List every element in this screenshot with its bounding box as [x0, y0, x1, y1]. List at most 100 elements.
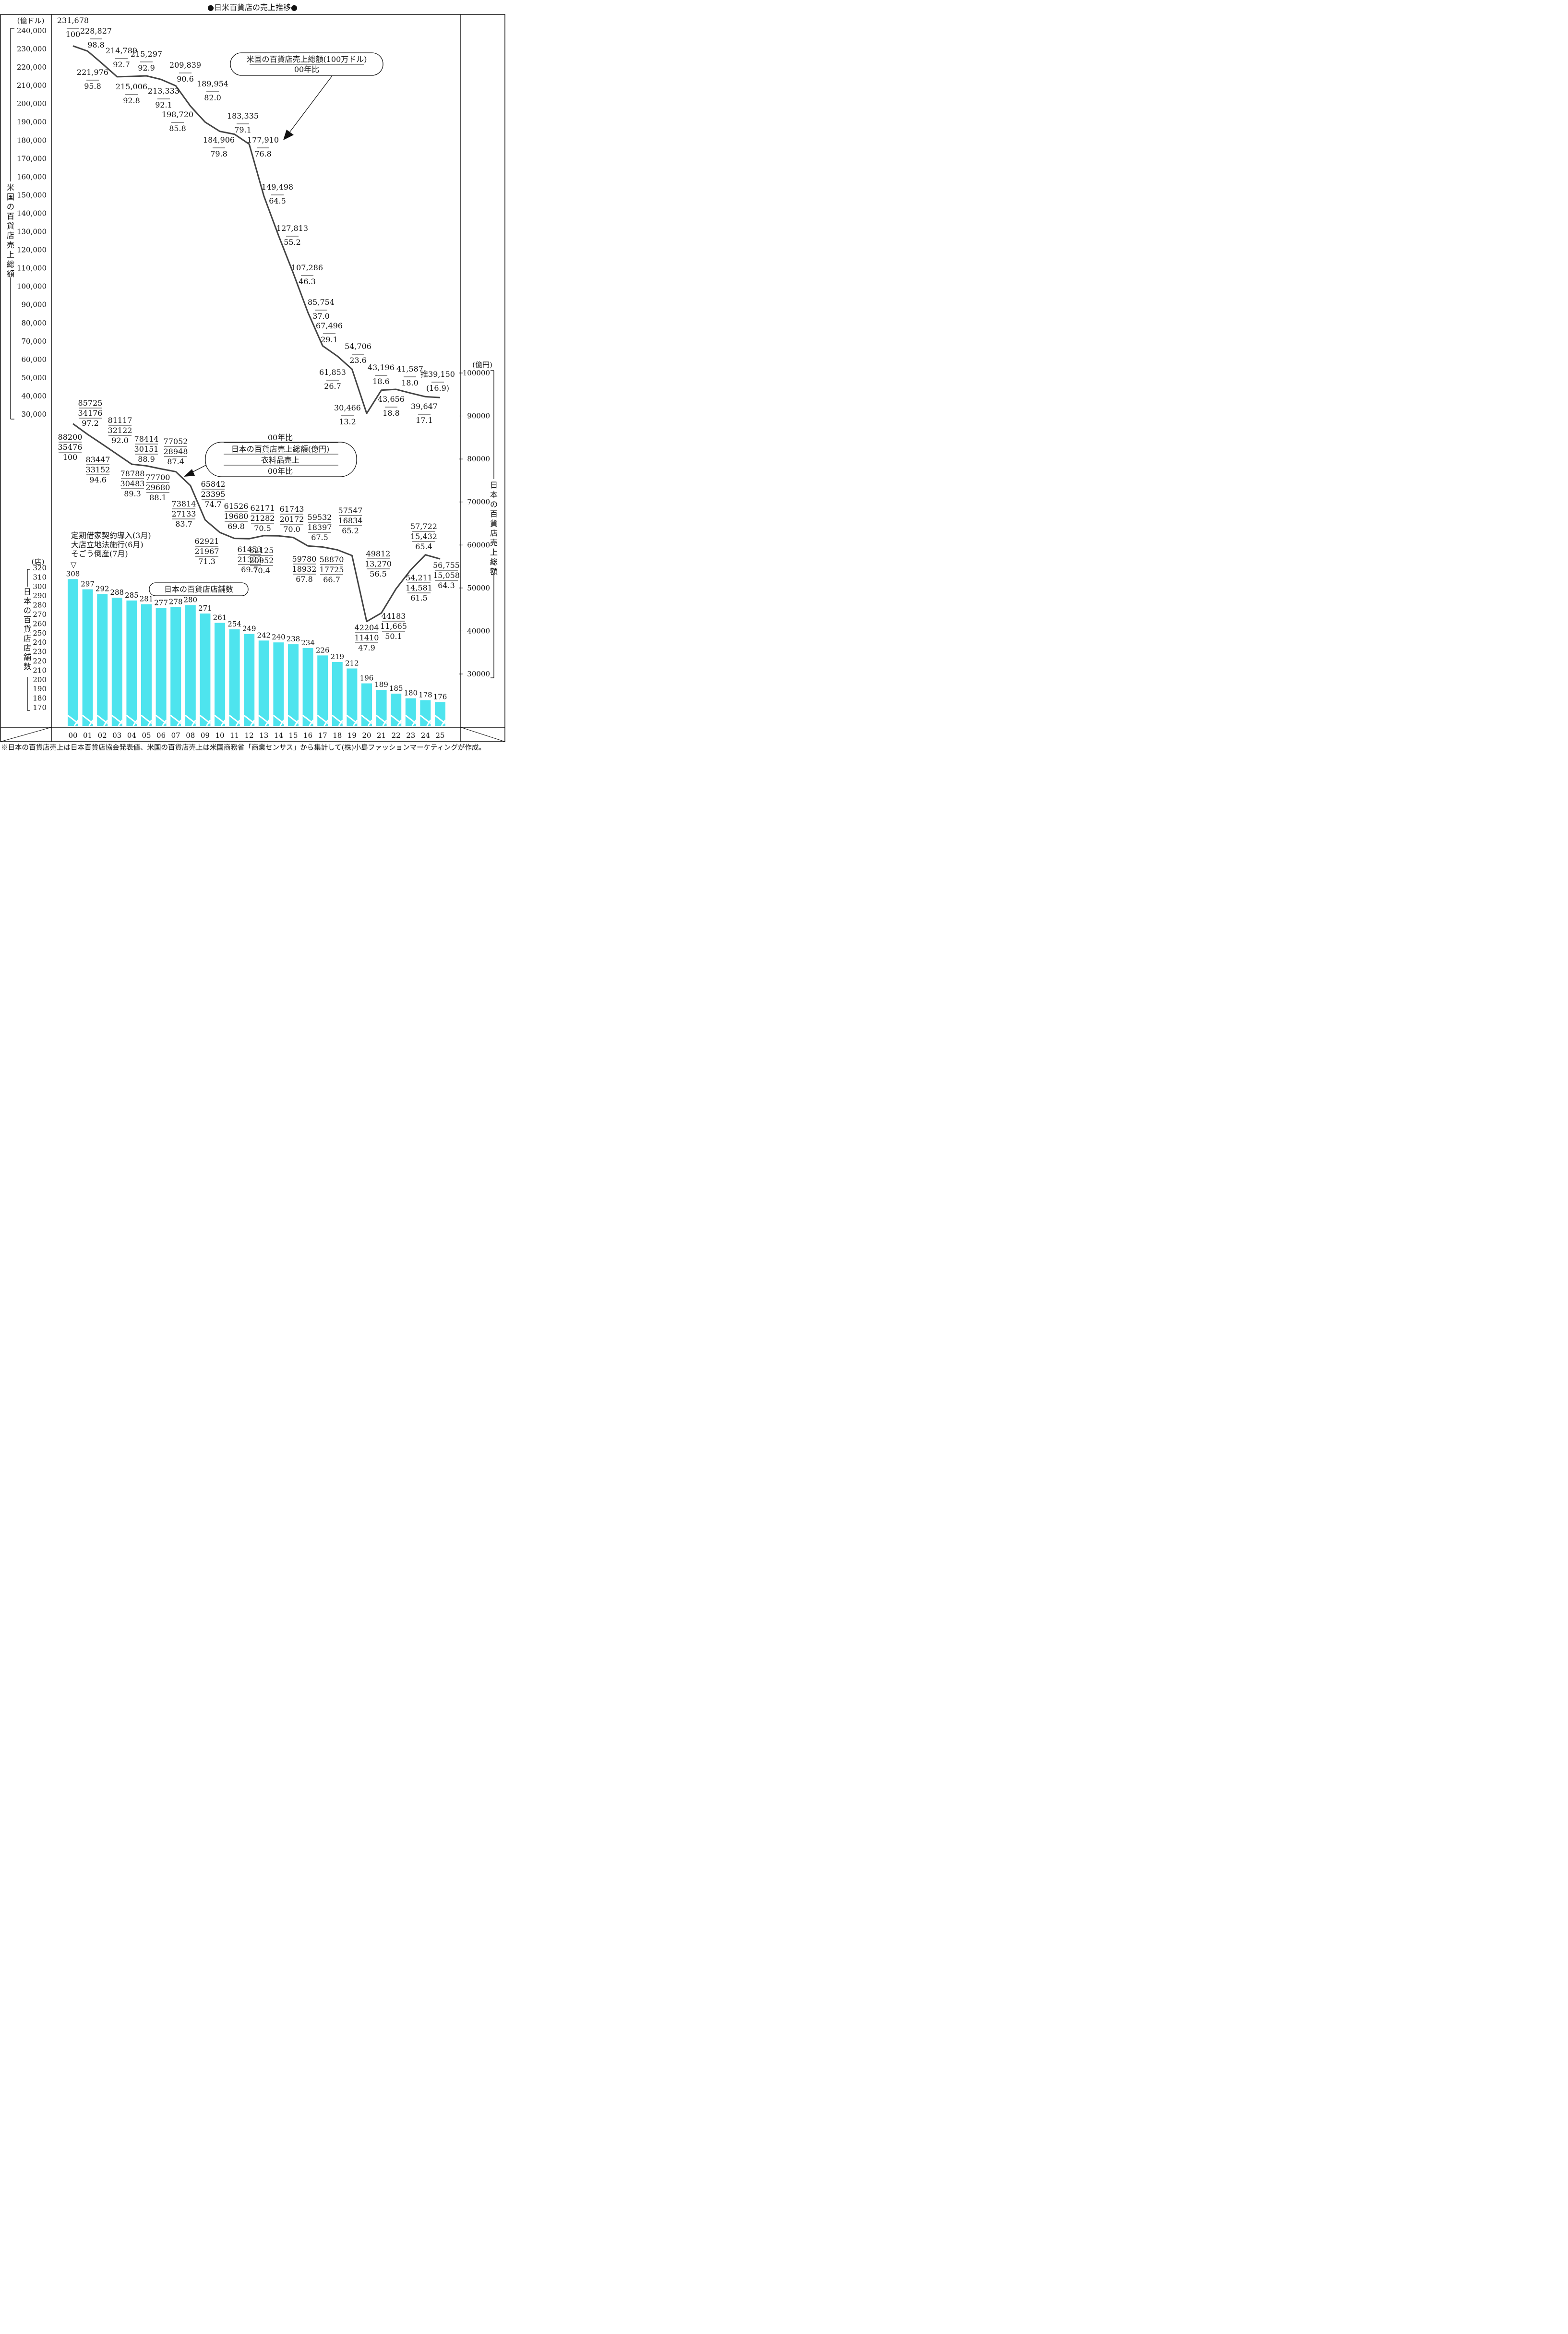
jp-ratio-label: 69.8: [227, 522, 245, 531]
jp-apparel-label: 19680: [224, 512, 249, 521]
store-axis-tick-label: 210: [33, 666, 47, 674]
us-axis-title-char: 貨: [7, 221, 14, 230]
jp-axis-tick-label: 60000: [467, 541, 490, 549]
store-count-label: 281: [140, 595, 154, 603]
us-value-label: 228,827: [80, 26, 112, 36]
us-value-label: 184,906: [203, 135, 235, 144]
jp-apparel-label: 11410: [355, 633, 379, 642]
store-bar: [258, 640, 269, 726]
jp-ratio-label: 69.7: [241, 565, 258, 574]
store-axis-title-char: 数: [24, 662, 31, 671]
us-value-label: 215,297: [131, 49, 162, 59]
jp-sales-label: 77052: [164, 437, 188, 446]
jp-apparel-label: 21967: [195, 547, 219, 556]
axis-break-mark: [264, 720, 270, 726]
store-bar: [244, 634, 255, 726]
store-axis-tick-label: 290: [33, 591, 47, 600]
us-axis-title-char: 百: [7, 212, 14, 221]
us-ratio-label: 23.6: [349, 356, 367, 365]
jp-axis-tick-label: 30000: [467, 670, 490, 678]
us-axis-tick-label: 120,000: [17, 246, 47, 254]
jp-axis-tick-label: 50000: [467, 584, 490, 592]
jp-sales-label: 62125: [250, 546, 274, 555]
store-axis-tick-label: 250: [33, 629, 47, 638]
axis-break-mark: [411, 720, 417, 726]
store-bar: [435, 702, 445, 726]
store-count-label: 292: [96, 584, 109, 593]
us-axis-tick-label: 100,000: [17, 282, 47, 291]
jp-apparel-label: 20172: [280, 515, 304, 524]
store-count-label: 212: [345, 659, 359, 668]
us-ratio-label: 17.1: [416, 416, 433, 425]
jp-apparel-label: 16834: [338, 516, 363, 525]
jp-ratio-label: 61.5: [410, 593, 428, 602]
x-axis-label: 02: [98, 731, 107, 740]
jp-sales-label: 88200: [58, 433, 83, 442]
jp-apparel-label: 30483: [120, 479, 145, 488]
us-axis-tick-label: 240,000: [17, 26, 47, 35]
us-legend-arrowhead: [283, 130, 294, 140]
jp-ratio-label: 65.2: [342, 526, 359, 535]
store-axis-title-char: 店: [24, 634, 31, 643]
jp-ratio-label: 56.5: [370, 569, 387, 578]
x-axis-label: 12: [245, 731, 254, 740]
jp-apparel-label: 17725: [320, 565, 344, 574]
store-bar: [68, 579, 78, 726]
us-ratio-label: 46.3: [299, 277, 316, 286]
jp-ratio-label: 70.5: [254, 524, 271, 533]
jp-apparel-label: 23395: [201, 490, 226, 499]
store-count-label: 285: [125, 591, 139, 600]
axis-break-mark: [162, 720, 167, 726]
store-count-label: 308: [66, 569, 80, 578]
jp-sales-label: 57,722: [410, 522, 437, 531]
jp-legend-line0: 00年比: [268, 433, 293, 442]
jp-apparel-label: 35476: [58, 443, 83, 452]
frame: [0, 14, 505, 742]
us-value-label: 54,706: [345, 342, 371, 351]
store-count-label: 180: [404, 689, 418, 698]
outer-frame: [0, 14, 505, 742]
jp-sales-label: 81117: [108, 416, 132, 425]
jp-apparel-label: 15,058: [433, 571, 460, 580]
us-axis-tick-label: 190,000: [17, 118, 47, 126]
jp-apparel-label: 11,665: [380, 622, 407, 631]
us-ratio-label: 92.9: [138, 63, 155, 72]
jp-sales-label: 57547: [338, 506, 363, 515]
chart-title: ●日米百貨店の売上推移●: [207, 3, 298, 12]
store-count-label: 271: [198, 604, 212, 613]
jp-sales-label: 58870: [320, 555, 344, 564]
jp-axis-title-char: 本: [490, 490, 498, 499]
store-axis-tick-label: 280: [33, 601, 47, 610]
axis-break-mark: [176, 720, 182, 726]
us-value-label: 85,754: [308, 298, 335, 307]
store-bar: [200, 614, 211, 726]
us-value-label: 189,954: [197, 79, 228, 88]
store-bar: [215, 623, 225, 726]
jp-apparel-label: 34176: [78, 409, 103, 418]
store-axis-tick-label: 270: [33, 610, 47, 619]
jp-sales-line: [72, 423, 441, 623]
jp-apparel-label: 21323: [238, 555, 262, 564]
footnote: ※日本の百貨店売上は日本百貨店協会発表値、米国の百貨店売上は米国商務省「商業セン…: [1, 744, 486, 752]
x-axis-label: 10: [215, 731, 224, 740]
jp-sales-label: 59780: [292, 554, 317, 564]
us-axis-tick-label: 70,000: [22, 337, 47, 346]
us-axis-tick-label: 140,000: [17, 209, 47, 217]
store-count-label: 242: [257, 631, 271, 639]
us-value-label: 198,720: [162, 110, 193, 119]
jp-axis-title-char: 店: [490, 529, 498, 538]
us-axis-tick-label: 210,000: [17, 81, 47, 90]
axes: (億ドル) 30,000 40,000 50,000 60,000 70,000 80,00…: [6, 16, 498, 712]
us-axis-tick-label: 130,000: [17, 228, 47, 236]
annotation-line: 定期借家契約導入(3月): [71, 531, 151, 540]
store-bar: [376, 690, 387, 726]
axis-break-mark: [353, 720, 358, 726]
store-count-label: 189: [374, 680, 388, 689]
jp-ratio-label: 74.7: [204, 500, 222, 509]
store-axis-title-char: 舗: [24, 653, 31, 662]
jp-sales-label: 61526: [224, 502, 249, 511]
store-bar: [302, 648, 313, 726]
us-axis-title-char: 店: [7, 231, 14, 240]
store-axis-title-bg: [23, 587, 32, 677]
